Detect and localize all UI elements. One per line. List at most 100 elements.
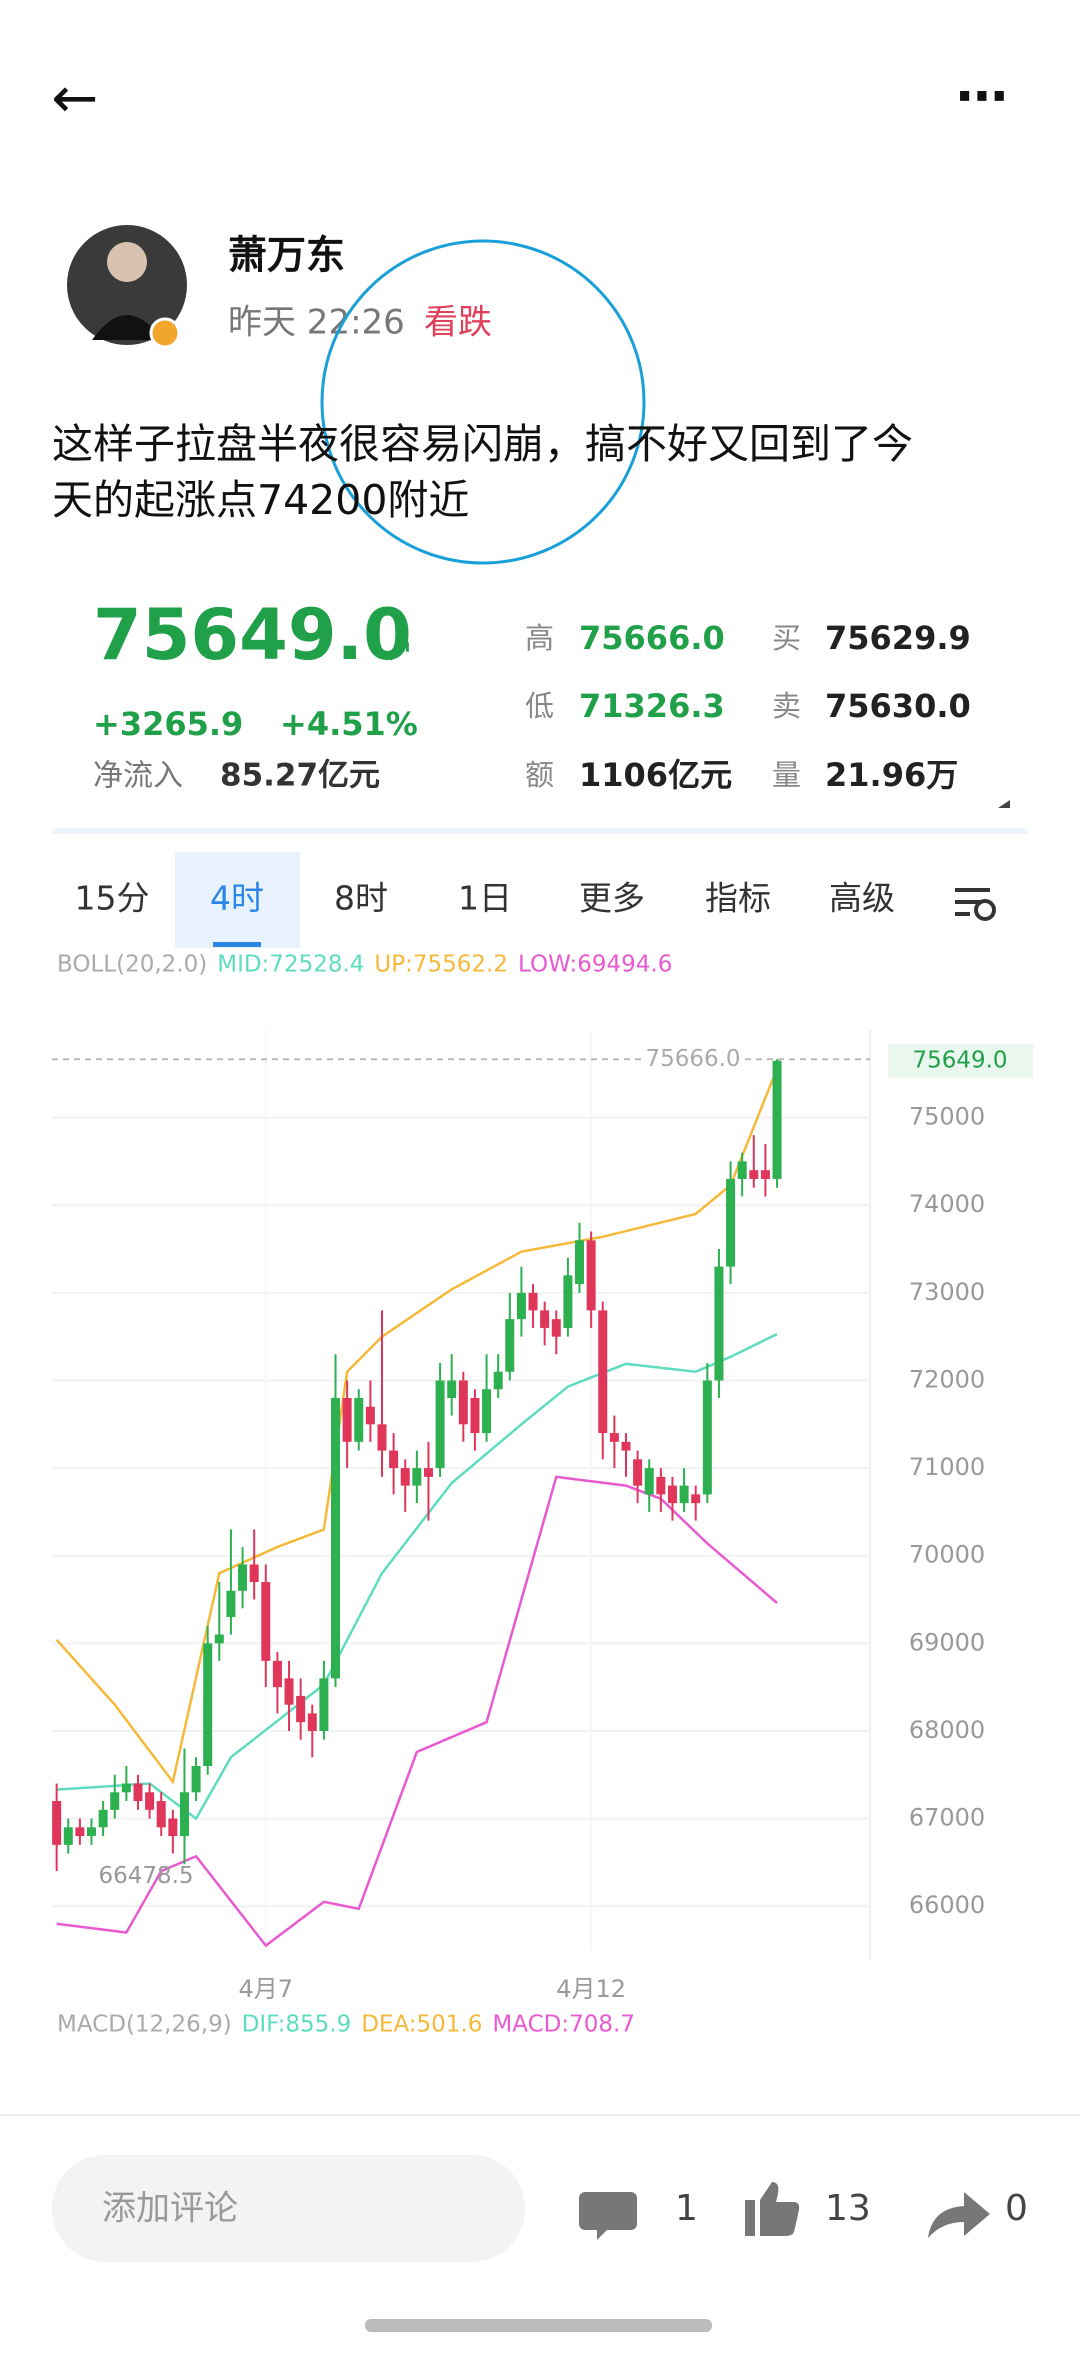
candle-body: [191, 1766, 201, 1793]
candle-body: [110, 1792, 120, 1810]
stat-value: 75666.0: [579, 619, 725, 657]
tab[interactable]: 8时: [334, 879, 388, 918]
candle-body: [656, 1476, 666, 1495]
separator: [52, 828, 1028, 834]
candle-body: [272, 1660, 282, 1688]
y-tick-label: 70000: [909, 1541, 985, 1569]
candle-body: [63, 1827, 73, 1845]
stat-value: 71326.3: [579, 687, 725, 725]
candle-body: [540, 1310, 550, 1328]
candle-body: [331, 1398, 341, 1679]
stat-value: 21.96万: [825, 756, 958, 794]
candle-body: [249, 1564, 259, 1582]
home-indicator: [365, 2319, 712, 2332]
inflow-label: 净流入: [93, 759, 183, 794]
stat-label: 买: [772, 621, 801, 655]
highlight-circle: [320, 239, 646, 565]
indicator-label: DIF:855.9: [242, 2012, 352, 2038]
indicator-label: LOW:69494.6: [518, 952, 672, 978]
candle-body: [307, 1713, 317, 1731]
indicator-label: MACD:708.7: [492, 2012, 635, 2038]
tab[interactable]: 指标: [705, 879, 771, 918]
candle-body: [667, 1485, 677, 1504]
candle-body: [156, 1801, 166, 1828]
indicator-label: UP:75562.2: [374, 952, 508, 978]
x-tick-label: 4月12: [556, 1975, 626, 2003]
settings-icon[interactable]: [955, 888, 996, 921]
stat-value: 1106亿元: [579, 756, 732, 794]
candle-body: [226, 1590, 236, 1618]
author-name[interactable]: 萧万东: [228, 234, 345, 279]
indicator-label: MACD(12,26,9): [57, 2012, 232, 2038]
candle-body: [702, 1380, 712, 1495]
label-bg: [641, 1045, 745, 1072]
candle-body: [586, 1240, 596, 1311]
candle-body: [133, 1783, 143, 1802]
indicator-label: BOLL(20,2.0): [57, 952, 207, 978]
last-price-label: 75649.0: [912, 1047, 1007, 1073]
comment-count: 1: [675, 2188, 698, 2229]
boll-line: [56, 1332, 778, 1821]
y-tick-label: 73000: [909, 1278, 985, 1306]
stat-label: 额: [525, 758, 554, 792]
menu-button[interactable]: ⋯: [956, 67, 1008, 127]
candle-body: [214, 1634, 224, 1644]
candle-body: [749, 1170, 759, 1179]
candle-body: [400, 1468, 410, 1486]
post-time: 昨天 22:26: [228, 303, 405, 343]
candle-body: [458, 1380, 468, 1425]
back-button[interactable]: ←: [52, 66, 99, 131]
candle-body: [179, 1792, 189, 1837]
comment-placeholder[interactable]: 添加评论: [102, 2189, 238, 2229]
candle-body: [284, 1678, 294, 1705]
tab[interactable]: 更多: [579, 879, 645, 918]
y-tick-label: 68000: [909, 1716, 985, 1744]
candle-body: [516, 1292, 526, 1320]
boll-line: [55, 1068, 779, 1785]
active-tab-underline: [213, 942, 261, 947]
tab[interactable]: 15分: [75, 879, 150, 918]
expand-icon[interactable]: [998, 800, 1010, 808]
price: 75649.0: [93, 594, 412, 676]
y-tick-label: 72000: [909, 1365, 985, 1393]
x-tick-label: 4月7: [239, 1975, 294, 2003]
candle-body: [168, 1818, 178, 1837]
avatar-face: [107, 242, 147, 282]
candle-body: [551, 1319, 561, 1337]
tab[interactable]: 4时: [210, 879, 264, 918]
tab[interactable]: 高级: [829, 879, 895, 918]
stat-label: 低: [525, 689, 554, 723]
y-tick-label: 66000: [909, 1891, 985, 1919]
y-tick-label: 71000: [909, 1453, 985, 1481]
active-tab-bg: [175, 852, 300, 948]
indicator-label: MID:72528.4: [217, 952, 364, 978]
tab[interactable]: 1日: [458, 879, 512, 918]
stat-value: 75630.0: [825, 687, 971, 725]
candle-body: [609, 1433, 619, 1442]
like-icon[interactable]: [745, 2182, 800, 2236]
candle-body: [342, 1398, 352, 1442]
y-tick-label: 69000: [909, 1628, 985, 1656]
candle-body: [528, 1292, 538, 1311]
candle-body: [389, 1450, 399, 1469]
candle-body: [145, 1792, 155, 1810]
boll-line: [56, 1475, 778, 1948]
stat-value: 75629.9: [825, 619, 971, 657]
stat-label: 卖: [772, 689, 801, 723]
price-arrow: ↗: [385, 631, 414, 671]
candle-body: [98, 1809, 108, 1828]
candle-body: [412, 1468, 422, 1486]
candle-body: [87, 1827, 97, 1837]
y-tick-label: 67000: [909, 1804, 985, 1832]
y-tick-label: 74000: [909, 1190, 985, 1218]
candle-body: [203, 1643, 213, 1766]
avatar[interactable]: [67, 225, 187, 345]
candle-body: [505, 1319, 515, 1372]
share-icon[interactable]: [928, 2192, 990, 2238]
comment-icon[interactable]: [579, 2192, 637, 2240]
avatar-body: [92, 315, 162, 340]
candle-body: [633, 1459, 643, 1486]
candle-body: [470, 1398, 480, 1434]
candle-body: [377, 1424, 387, 1451]
comment-input[interactable]: [52, 2155, 525, 2262]
